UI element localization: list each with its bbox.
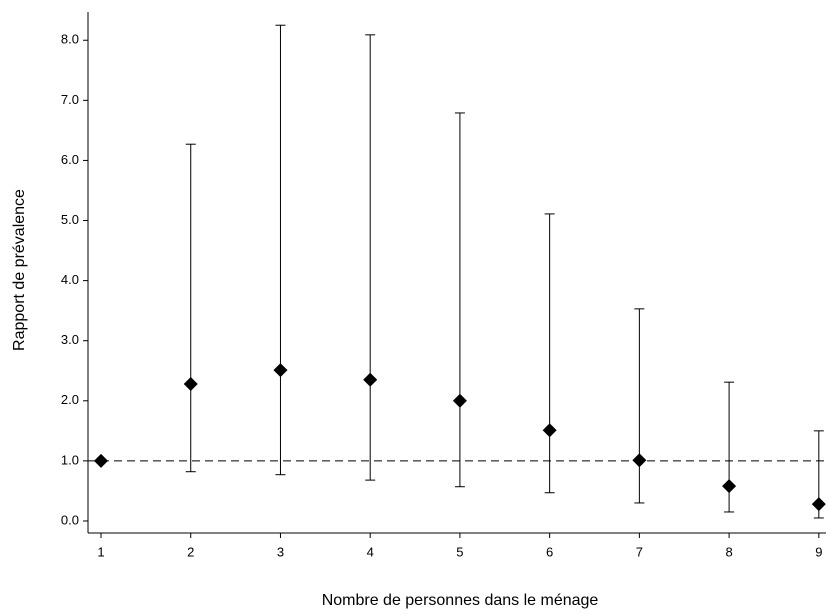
point — [94, 453, 109, 468]
y-axis-label: Rapport de prévalence — [11, 189, 28, 351]
x-tick-label: 8 — [725, 544, 732, 559]
x-tick-label: 2 — [187, 544, 194, 559]
point — [452, 393, 467, 408]
y-tick-label: 5.0 — [61, 212, 79, 227]
x-tick-label: 3 — [277, 544, 284, 559]
point — [632, 453, 647, 468]
y-tick-label: 6.0 — [61, 152, 79, 167]
x-tick-label: 9 — [815, 544, 822, 559]
point — [273, 363, 288, 378]
x-axis-label: Nombre de personnes dans le ménage — [322, 592, 599, 609]
point — [722, 479, 737, 494]
point — [183, 376, 198, 391]
y-tick-label: 8.0 — [61, 32, 79, 47]
x-tick-label: 1 — [97, 544, 104, 559]
y-tick-label: 4.0 — [61, 272, 79, 287]
x-tick-label: 7 — [636, 544, 643, 559]
point — [811, 497, 826, 512]
y-tick-label: 1.0 — [61, 452, 79, 467]
y-tick-label: 7.0 — [61, 92, 79, 107]
y-tick-label: 0.0 — [61, 512, 79, 527]
y-tick-label: 2.0 — [61, 392, 79, 407]
x-tick-label: 5 — [456, 544, 463, 559]
x-tick-label: 4 — [367, 544, 374, 559]
x-tick-label: 6 — [546, 544, 553, 559]
point — [363, 372, 378, 387]
y-tick-label: 3.0 — [61, 332, 79, 347]
point — [542, 423, 557, 438]
